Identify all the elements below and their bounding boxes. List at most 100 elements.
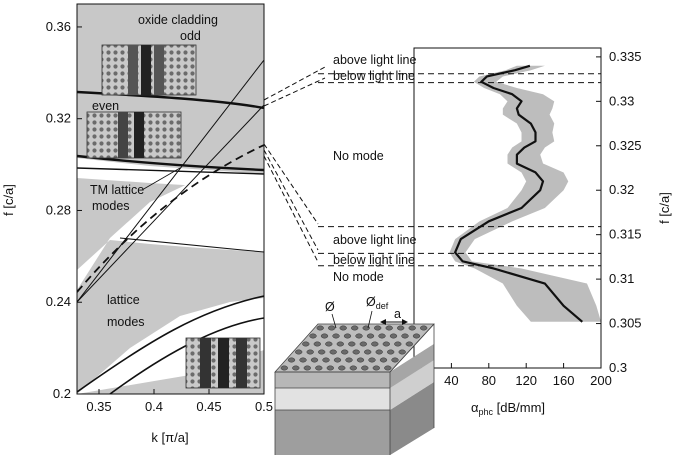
air-hole [339,325,347,331]
air-hole [408,325,416,331]
air-hole [328,325,336,331]
air-hole [389,333,398,339]
mode-profile-inset-even [86,111,182,159]
right-x-tick-label: 120 [515,373,537,388]
right-y-tick-label: 0.325 [609,138,642,153]
annotation-above-light-line-1: above light line [333,53,416,67]
right-y-tick-label: 0.31 [609,271,634,286]
right-y-tick-label: 0.335 [609,49,642,64]
air-hole [401,333,409,339]
air-hole [349,365,357,371]
right-x-axis-label: αphc [dB/mm] [471,400,545,417]
air-hole [368,357,376,363]
air-hole [385,325,393,331]
left-y-tick-label: 0.2 [53,386,71,401]
air-hole [303,365,311,371]
air-hole [316,325,324,331]
air-hole [345,357,353,363]
white-gap-region-middle [77,176,264,290]
air-hole [313,341,321,347]
air-hole [287,357,296,363]
right-x-tick-label: 40 [444,373,458,388]
left-y-tick-label: 0.24 [46,294,71,309]
air-hole [318,349,326,355]
annotation-below-light-line-1: below light line [333,69,415,83]
right-x-tick-label: 200 [590,373,612,388]
loss-plot-frame [413,47,602,369]
left-y-tick-label: 0.32 [46,111,71,126]
left-y-tick-label: 0.28 [46,202,71,217]
air-hole [387,349,395,355]
tm-lattice-mode-band [77,167,264,175]
air-hole [356,357,365,363]
band-diagram-panel: oxide cladding odd even TM lattice modes… [1,3,273,445]
left-y-tick-label: 0.36 [46,19,71,34]
air-hole [351,325,359,331]
left-x-tick-label: 0.4 [145,399,163,414]
air-hole [412,333,421,339]
air-hole [372,365,380,371]
left-x-tick-label: 0.35 [86,399,111,414]
band-annotations: oxide cladding odd even TM lattice modes… [90,13,218,329]
air-hole [384,365,392,371]
right-y-tick-label: 0.3 [609,360,627,375]
dashed-guided-band [77,144,264,293]
air-hole [361,365,369,371]
air-hole [359,341,367,347]
air-hole [326,365,334,371]
air-hole [341,349,349,355]
annotation-lattice: lattice [107,293,140,307]
loss-uncertainty-band [449,65,601,322]
slab-schematic: Ø Ødef a [274,295,435,455]
air-hole [382,341,390,347]
air-hole [310,357,319,363]
air-hole [352,349,360,355]
air-hole [332,333,340,339]
air-hole-array [280,325,428,371]
zoom-connectors [263,66,326,263]
right-y-axis-label: f [c/a] [657,192,672,224]
label-hole-diameter: Ø [325,300,335,314]
mode-profile-inset-lattice [185,337,261,389]
air-hole [371,341,379,347]
air-hole [364,349,372,355]
air-hole [333,357,342,363]
loss-series-group [449,64,601,323]
right-y-tick-label: 0.315 [609,227,642,242]
annotation-no-mode-1: No mode [333,149,384,163]
right-y-tick-label: 0.32 [609,182,634,197]
air-hole [391,357,399,363]
air-hole [329,349,337,355]
air-hole [280,365,288,371]
light-line [77,59,264,303]
air-hole [366,333,375,339]
air-hole [348,341,356,347]
air-hole [375,349,383,355]
air-hole [405,341,413,347]
air-hole [336,341,344,347]
annotation-odd: odd [180,29,201,43]
air-hole [320,333,329,339]
left-x-tick-label: 0.5 [255,399,273,414]
right-x-tick-label: 80 [482,373,496,388]
annotation-tm-lattice: TM lattice [90,183,144,197]
left-x-axis-label: k [π/a] [151,430,188,445]
lattice-band-upper-edge [119,237,264,253]
right-y-tick-label: 0.33 [609,93,634,108]
air-hole [322,357,330,363]
loss-annotations: above light line below light line No mod… [333,53,416,284]
air-hole [378,333,386,339]
air-hole [394,341,402,347]
tm-lattice-pointer [141,167,181,191]
air-hole [420,325,428,331]
band-edge-lines [318,73,601,267]
air-hole [309,333,317,339]
left-x-tick-label: 0.45 [196,399,221,414]
lattice-band-lower-1 [77,295,264,393]
right-x-tick-label: 160 [553,373,575,388]
label-defect-diameter: Ødef [366,295,389,311]
